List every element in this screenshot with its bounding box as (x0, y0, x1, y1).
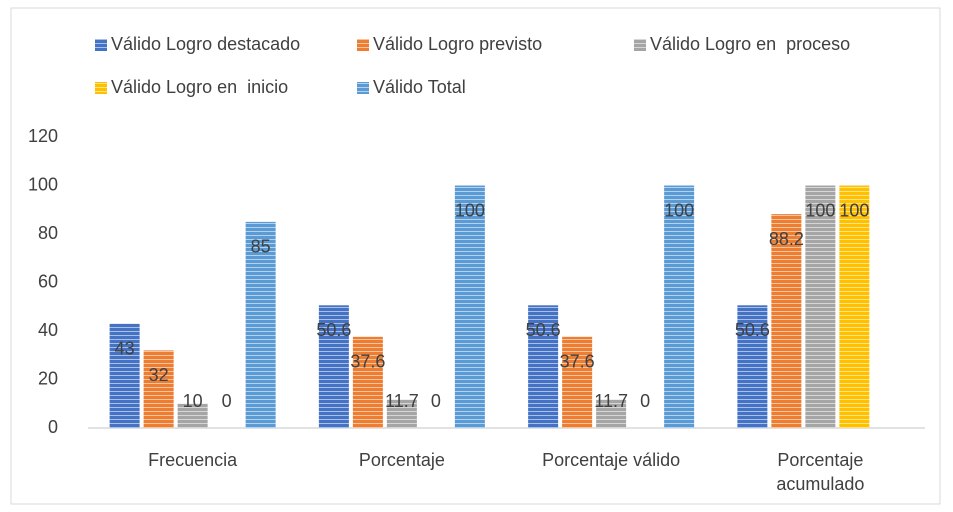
data-label: 50.6 (316, 320, 351, 340)
data-label: 43 (115, 338, 135, 358)
legend-swatch (95, 82, 107, 94)
data-label: 0 (431, 391, 441, 411)
y-tick-label: 40 (38, 320, 58, 340)
y-tick-label: 20 (38, 368, 58, 388)
bar (596, 399, 627, 428)
legend-swatch (95, 39, 107, 51)
bar (352, 336, 383, 428)
legend-swatch (357, 39, 369, 51)
bar (737, 305, 768, 428)
x-tick-label: Porcentaje acumulado (776, 450, 865, 494)
data-label: 50.6 (735, 320, 770, 340)
legend-swatch (634, 39, 646, 51)
legend-swatch (357, 82, 369, 94)
bar (245, 221, 276, 428)
bar (664, 185, 695, 428)
y-tick-label: 0 (48, 417, 58, 437)
legend-label: Válido Logro destacado (111, 34, 300, 54)
data-label: 85 (251, 237, 271, 257)
data-label: 100 (839, 200, 869, 220)
bar (454, 185, 485, 428)
bar (109, 323, 140, 428)
legend-label: Válido Logro en inicio (111, 77, 288, 97)
y-tick-label: 100 (28, 174, 58, 194)
data-label: 50.6 (526, 320, 561, 340)
data-label: 0 (222, 391, 232, 411)
y-tick-label: 60 (38, 271, 58, 291)
bar (805, 185, 836, 428)
bar (177, 403, 208, 428)
data-label: 11.7 (385, 391, 419, 411)
bar (771, 214, 802, 428)
data-label: 88.2 (769, 229, 804, 249)
data-label: 37.6 (350, 352, 385, 372)
bar (143, 350, 174, 428)
bar (318, 305, 349, 428)
y-tick-label: 80 (38, 223, 58, 243)
y-tick-label: 120 (28, 126, 58, 146)
bar (528, 305, 559, 428)
bar (562, 336, 593, 428)
legend-label: Válido Logro previsto (373, 34, 542, 54)
x-tick-label: Porcentaje (358, 450, 445, 470)
data-label: 11.7 (594, 391, 628, 411)
data-label: 37.6 (560, 352, 595, 372)
x-tick-label: Frecuencia (148, 450, 238, 470)
legend-label: Válido Logro en proceso (650, 34, 850, 54)
data-label: 10 (183, 391, 203, 411)
bar (839, 185, 870, 428)
legend-label: Válido Total (373, 77, 466, 97)
data-label: 100 (664, 200, 694, 220)
data-label: 0 (640, 391, 650, 411)
data-label: 100 (455, 200, 485, 220)
data-label: 100 (805, 200, 835, 220)
data-label: 32 (149, 365, 169, 385)
x-tick-label: Porcentaje válido (542, 450, 681, 470)
bar (386, 399, 417, 428)
